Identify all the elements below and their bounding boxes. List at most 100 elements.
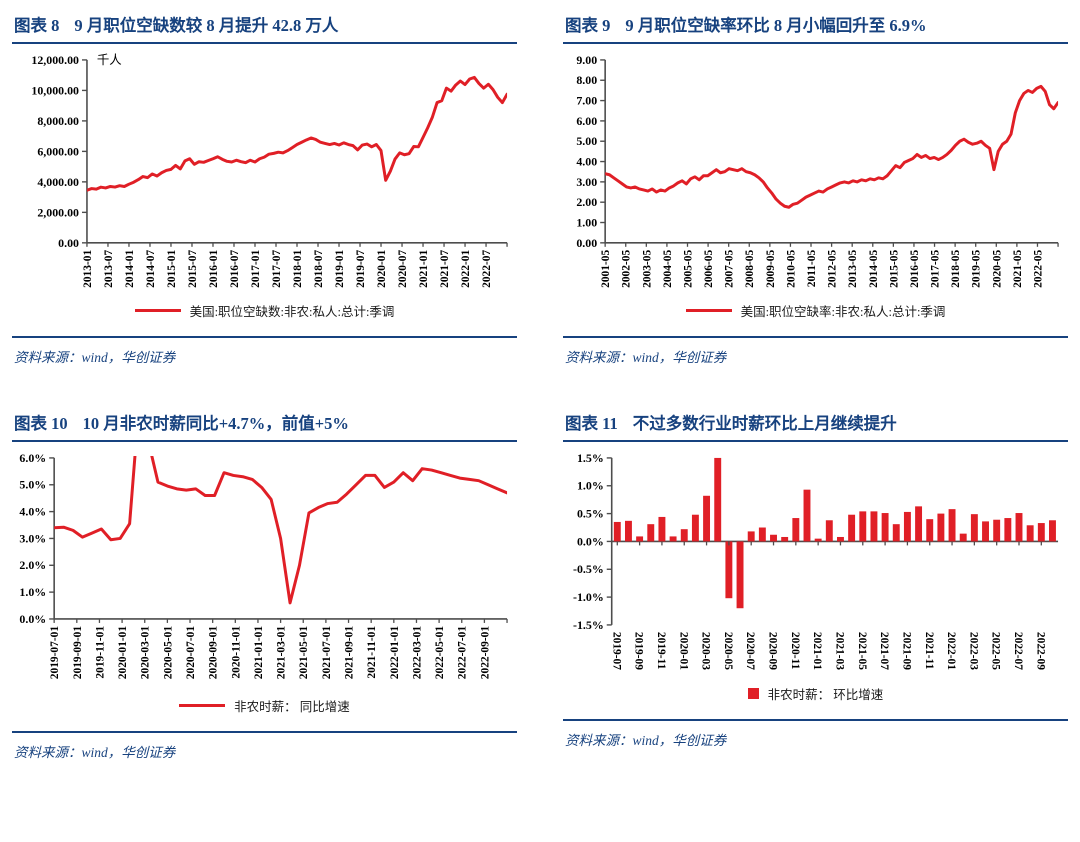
svg-text:2022-01-01: 2022-01-01: [389, 626, 401, 680]
svg-text:2010-05: 2010-05: [785, 250, 797, 288]
svg-text:2013-05: 2013-05: [847, 250, 859, 288]
svg-text:6.0%: 6.0%: [19, 451, 46, 465]
svg-text:2013-07: 2013-07: [103, 250, 115, 288]
figure-11-legend: 非农时薪： 环比增速: [563, 684, 1068, 703]
svg-text:2018-07: 2018-07: [313, 250, 325, 288]
panel-figure-8: 图表 8 9 月职位空缺数较 8 月提升 42.8 万人 0.00 2,000.0…: [12, 12, 517, 366]
red-line-swatch-icon: [685, 309, 732, 313]
svg-text:2017-01: 2017-01: [250, 250, 262, 288]
svg-text:2020-03-01: 2020-03-01: [140, 626, 152, 680]
svg-text:2020-05: 2020-05: [722, 632, 734, 670]
svg-text:4,000.00: 4,000.00: [37, 175, 79, 189]
svg-text:2019-05: 2019-05: [971, 250, 983, 288]
title-divider: [12, 42, 517, 44]
figure-8-source-note: 资料来源：wind，华创证券: [12, 336, 517, 366]
figure-10-title: 图表 10 10 月非农时薪同比+4.7%，前值+5%: [12, 410, 517, 434]
svg-text:2016-05: 2016-05: [909, 250, 921, 288]
figure-9-legend-label: 美国:职位空缺率:非农:私人:总计:季调: [740, 305, 946, 320]
svg-text:2018-05: 2018-05: [950, 250, 962, 288]
svg-text:2020-01-01: 2020-01-01: [117, 626, 129, 680]
svg-text:2013-01: 2013-01: [82, 250, 94, 288]
svg-text:2004-05: 2004-05: [662, 250, 674, 288]
svg-text:2022-09-01: 2022-09-01: [479, 626, 491, 680]
svg-text:2021-01-01: 2021-01-01: [253, 626, 265, 680]
svg-text:2019-09: 2019-09: [633, 632, 645, 670]
svg-text:0.00: 0.00: [58, 236, 79, 250]
figure-10-legend: 非农时薪： 同比增速: [12, 696, 517, 715]
figure-10-label: 图表 10: [14, 414, 68, 434]
figure-8-title: 图表 8 9 月职位空缺数较 8 月提升 42.8 万人: [12, 12, 517, 36]
svg-text:2014-01: 2014-01: [124, 250, 136, 288]
svg-text:2021-05: 2021-05: [856, 632, 868, 670]
figure-8-title-text: 9 月职位空缺数较 8 月提升 42.8 万人: [74, 16, 339, 35]
svg-text:6.00: 6.00: [576, 114, 597, 128]
svg-text:1.0%: 1.0%: [19, 585, 46, 599]
svg-text:2020-01: 2020-01: [677, 632, 689, 670]
svg-text:2.0%: 2.0%: [19, 558, 46, 572]
svg-text:2021-09: 2021-09: [900, 632, 912, 670]
svg-text:2022-03-01: 2022-03-01: [411, 626, 423, 680]
svg-text:2019-07: 2019-07: [610, 632, 622, 670]
svg-text:2021-03: 2021-03: [833, 632, 845, 670]
svg-text:2021-07: 2021-07: [439, 250, 451, 288]
title-divider: [563, 42, 1068, 44]
svg-text:2022-03: 2022-03: [967, 632, 979, 670]
svg-text:2020-05-01: 2020-05-01: [162, 626, 174, 680]
figure-9-title: 图表 9 9 月职位空缺率环比 8 月小幅回升至 6.9%: [563, 12, 1068, 36]
svg-text:6,000.00: 6,000.00: [37, 144, 79, 158]
svg-text:2002-05: 2002-05: [621, 250, 633, 288]
panel-figure-11: 图表 11 不过多数行业时薪环比上月继续提升 -1.5% -1.0% -0.5% 0.…: [563, 410, 1068, 761]
svg-text:1.00: 1.00: [576, 215, 597, 229]
svg-text:2022-05: 2022-05: [990, 632, 1002, 670]
svg-text:0.0%: 0.0%: [19, 612, 46, 626]
svg-text:2018-01: 2018-01: [292, 250, 304, 288]
svg-text:8.00: 8.00: [576, 73, 597, 87]
svg-text:2016-07: 2016-07: [229, 250, 241, 288]
svg-text:2011-05: 2011-05: [806, 250, 818, 288]
svg-text:2019-07-01: 2019-07-01: [49, 626, 61, 680]
figure-9-legend: 美国:职位空缺率:非农:私人:总计:季调: [563, 301, 1068, 320]
svg-text:0.00: 0.00: [576, 236, 597, 250]
svg-text:5.0%: 5.0%: [19, 478, 46, 492]
hourly-earnings-mom-bar-chart: -1.5% -1.0% -0.5% 0.0% 0.5% 1.0% 1.5% 2019-07 20…: [563, 446, 1068, 681]
svg-text:2022-05-01: 2022-05-01: [434, 626, 446, 680]
svg-text:2019-11-01: 2019-11-01: [94, 626, 106, 679]
svg-text:2022-01: 2022-01: [460, 250, 472, 288]
svg-text:2022-09: 2022-09: [1034, 632, 1046, 670]
figure-9-source-note: 资料来源：wind，华创证券: [563, 336, 1068, 366]
svg-text:2021-09-01: 2021-09-01: [344, 626, 356, 680]
svg-text:2021-11: 2021-11: [923, 632, 935, 670]
svg-text:4.0%: 4.0%: [19, 505, 46, 519]
title-divider: [12, 440, 517, 443]
svg-text:4.00: 4.00: [576, 155, 597, 169]
svg-text:2021-07-01: 2021-07-01: [321, 626, 333, 680]
figure-8-legend-label: 美国:职位空缺数:非农:私人:总计:季调: [189, 305, 395, 320]
figure-8-label: 图表 8: [14, 16, 60, 35]
svg-text:2015-07: 2015-07: [187, 250, 199, 288]
title-divider: [563, 440, 1068, 443]
svg-text:2006-05: 2006-05: [703, 250, 715, 288]
svg-text:2021-07: 2021-07: [878, 632, 890, 670]
svg-text:2022-07: 2022-07: [1012, 632, 1024, 670]
svg-text:2020-07: 2020-07: [397, 250, 409, 288]
figure-11-label: 图表 11: [565, 414, 618, 434]
figure-10-legend-label: 非农时薪： 同比增速: [234, 699, 350, 714]
svg-text:2020-05: 2020-05: [991, 250, 1003, 288]
svg-text:2019-07: 2019-07: [355, 250, 367, 288]
svg-text:2020-11: 2020-11: [789, 632, 801, 670]
svg-text:8,000.00: 8,000.00: [37, 114, 79, 128]
svg-text:2021-05: 2021-05: [1012, 250, 1024, 288]
svg-text:2020-07: 2020-07: [744, 632, 756, 670]
svg-text:千人: 千人: [97, 53, 122, 67]
svg-text:2016-01: 2016-01: [208, 250, 220, 288]
svg-text:-1.0%: -1.0%: [573, 590, 604, 604]
svg-text:2019-09-01: 2019-09-01: [72, 626, 84, 680]
svg-text:12,000.00: 12,000.00: [31, 53, 79, 67]
figure-10-source-note: 资料来源：wind，华创证券: [12, 730, 517, 761]
svg-text:2005-05: 2005-05: [682, 250, 694, 288]
svg-text:2022-01: 2022-01: [945, 632, 957, 670]
job-openings-rate-line-chart: 0.00 1.00 2.00 3.00 4.00 5.00 6.00 7.00 8.00 9.00…: [563, 48, 1068, 299]
svg-text:2009-05: 2009-05: [765, 250, 777, 288]
svg-text:2020-09: 2020-09: [767, 632, 779, 670]
figure-11-title-text: 不过多数行业时薪环比上月继续提升: [632, 414, 897, 434]
